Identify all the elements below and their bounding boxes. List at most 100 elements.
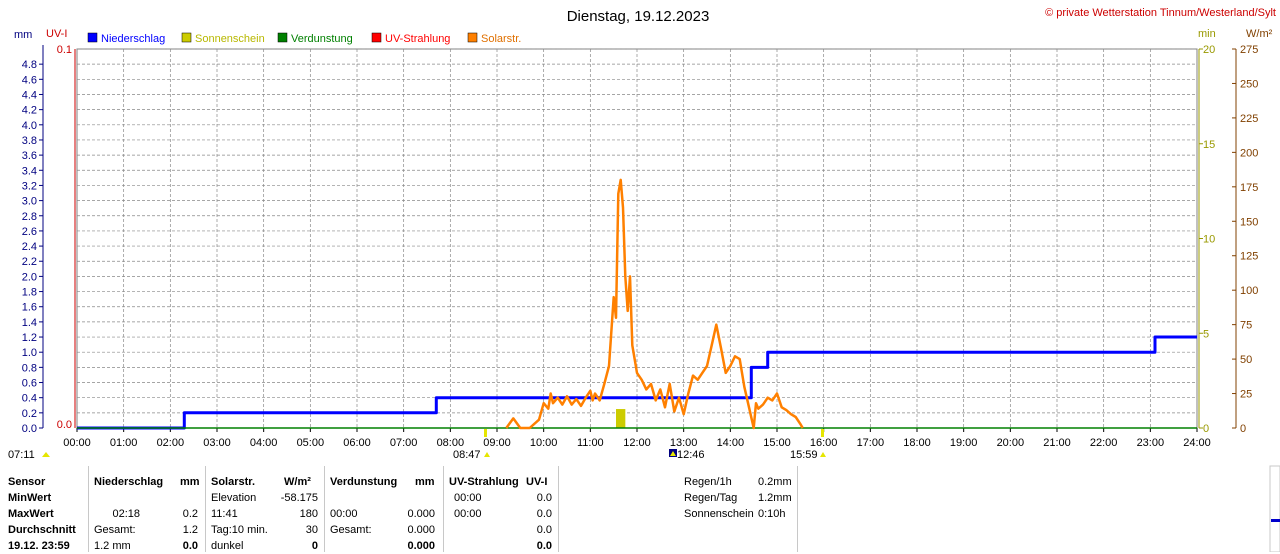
- solar-tick-label-11: 275: [1240, 44, 1258, 56]
- x-tick-label-21: 21:00: [1043, 437, 1071, 449]
- legend-label-3: UV-Strahlung: [385, 33, 450, 45]
- x-tick-label-8: 08:00: [437, 437, 465, 449]
- last-sun-tick: [821, 429, 824, 437]
- stats-solar-val-0: -58.175: [280, 492, 318, 504]
- stats-header-solar-unit: W/m²: [284, 476, 311, 488]
- stats-solar-val-2: 30: [305, 524, 318, 536]
- x-tick-label-6: 06:00: [343, 437, 371, 449]
- x-tick-label-12: 12:00: [623, 437, 651, 449]
- stats-solar-label-1: 11:41: [211, 508, 238, 520]
- stats-evap-time-2: Gesamt:: [330, 524, 372, 536]
- unit-wm2: W/m²: [1246, 28, 1273, 40]
- solar-line: [505, 178, 804, 430]
- legend-swatch-0: [87, 32, 98, 43]
- solar-tick-label-4: 100: [1240, 285, 1258, 297]
- last-sun-icon: [820, 452, 826, 457]
- first-sun-tick: [484, 429, 487, 437]
- series: [77, 178, 1197, 430]
- rain-tick-label-20: 4.0: [22, 120, 37, 132]
- rain-tick-label-6: 1.2: [22, 332, 37, 344]
- stats-rain-time-1: 02:18: [112, 508, 140, 520]
- x-tick-label-11: 11:00: [577, 437, 604, 449]
- stats-evap-val-2: 0.000: [407, 524, 435, 536]
- summary-value-2: 0:10h: [758, 508, 786, 520]
- legend-swatch-2: [277, 32, 288, 43]
- time-markers: 07:11 08:47 12:46 15:59: [8, 429, 826, 461]
- x-tick-label-20: 20:00: [997, 437, 1025, 449]
- rain-line: [77, 335, 1197, 430]
- first-sun-icon: [484, 452, 490, 457]
- rain-tick-label-7: 1.4: [22, 317, 37, 329]
- legend-label-0: Niederschlag: [101, 33, 165, 45]
- stats-uv-val-1: 0.0: [536, 508, 552, 520]
- stats-header-uv: UV-Strahlung: [449, 476, 519, 488]
- rain-tick-label-2: 0.4: [22, 393, 37, 405]
- stats-table: Sensor Niederschlag mm Solarstr. W/m² Ve…: [0, 466, 1280, 552]
- stats-rain-val-2: 1.2: [182, 524, 198, 536]
- stats-header-rain-unit: mm: [180, 476, 200, 488]
- stats-rain-val-1: 0.2: [182, 508, 198, 520]
- rain-tick-label-17: 3.4: [22, 165, 37, 177]
- stats-rain-time-2: Gesamt:: [94, 524, 136, 536]
- copyright-text: © private Wetterstation Tinnum/Westerlan…: [1045, 7, 1276, 19]
- rain-tick-label-1: 0.2: [22, 408, 37, 420]
- scroll-edge: [1269, 465, 1280, 552]
- marker-sunrise: 07:11: [8, 449, 35, 461]
- summary-label-0: Regen/1h: [684, 476, 732, 488]
- x-tick-label-16: 16:00: [810, 437, 838, 449]
- legend-label-2: Verdunstung: [291, 33, 353, 45]
- rain-tick-label-24: 4.8: [22, 59, 37, 71]
- x-tick-label-2: 02:00: [157, 437, 185, 449]
- solar-tick-label-1: 25: [1240, 389, 1252, 401]
- stats-header-sensor: Sensor: [8, 476, 46, 488]
- sun-tick-label-0: 0: [1203, 423, 1209, 435]
- stats-uv-time-1: 00:00: [454, 508, 482, 520]
- rain-tick-label-8: 1.6: [22, 302, 37, 314]
- scroll-edge-mark: [1271, 519, 1280, 522]
- sunrise-icon: [42, 452, 50, 457]
- stats-header-evap-unit: mm: [415, 476, 435, 488]
- legend: Niederschlag Sonnenschein Verdunstung UV-St…: [87, 32, 521, 45]
- rain-tick-label-0: 0.0: [22, 423, 37, 435]
- grid: [76, 48, 1198, 429]
- solar-tick-label-9: 225: [1240, 113, 1258, 125]
- summary-value-1: 1.2mm: [758, 492, 792, 504]
- rain-tick-label-10: 2.0: [22, 271, 37, 283]
- stats-solar-label-0: Elevation: [211, 492, 257, 504]
- solar-tick-label-3: 75: [1240, 320, 1252, 332]
- summary-label-1: Regen/Tag: [684, 492, 738, 504]
- stats-evap-val-3: 0.000: [407, 540, 435, 552]
- uv-tick-label-1: 0.1: [57, 44, 72, 56]
- axes: 0.0 0.2 0.4 0.6 0.8 1.0 1.2 1.4 1.6 1.8 2.0 2.2 2.4 2…: [22, 44, 1259, 449]
- stats-rain-time-3: 1.2 mm: [94, 540, 131, 552]
- rain-tick-label-23: 4.6: [22, 74, 37, 86]
- rain-tick-label-22: 4.4: [22, 89, 37, 101]
- x-tick-label-3: 03:00: [203, 437, 231, 449]
- unit-mm: mm: [14, 29, 32, 41]
- marker-first-sun: 08:47: [453, 449, 481, 461]
- unit-min: min: [1198, 28, 1216, 40]
- stats-solar-val-3: 0: [311, 540, 318, 552]
- summary-value-0: 0.2mm: [758, 476, 792, 488]
- stats-row-label-3: 19.12. 23:59: [8, 540, 70, 552]
- x-tick-label-17: 17:00: [857, 437, 885, 449]
- stats-uv-val-3: 0.0: [536, 540, 552, 552]
- x-tick-label-7: 07:00: [390, 437, 418, 449]
- stats-uv-time-0: 00:00: [454, 492, 482, 504]
- marker-noon: 12:46: [677, 449, 705, 461]
- stats-row-label-0: MinWert: [8, 492, 52, 504]
- rain-tick-label-4: 0.8: [22, 362, 37, 374]
- x-tick-label-15: 15:00: [763, 437, 791, 449]
- unit-uv: UV-I: [46, 28, 67, 40]
- solar-tick-label-10: 250: [1240, 78, 1258, 90]
- solar-tick-label-2: 50: [1240, 354, 1252, 366]
- solar-tick-label-0: 0: [1240, 423, 1246, 435]
- solar-tick-label-5: 125: [1240, 251, 1258, 263]
- x-tick-label-18: 18:00: [903, 437, 931, 449]
- rain-tick-label-18: 3.6: [22, 150, 37, 162]
- x-tick-label-19: 19:00: [950, 437, 978, 449]
- sun-bar-0: [616, 409, 626, 428]
- legend-label-1: Sonnenschein: [195, 33, 265, 45]
- stats-header-uv-unit: UV-I: [526, 476, 548, 488]
